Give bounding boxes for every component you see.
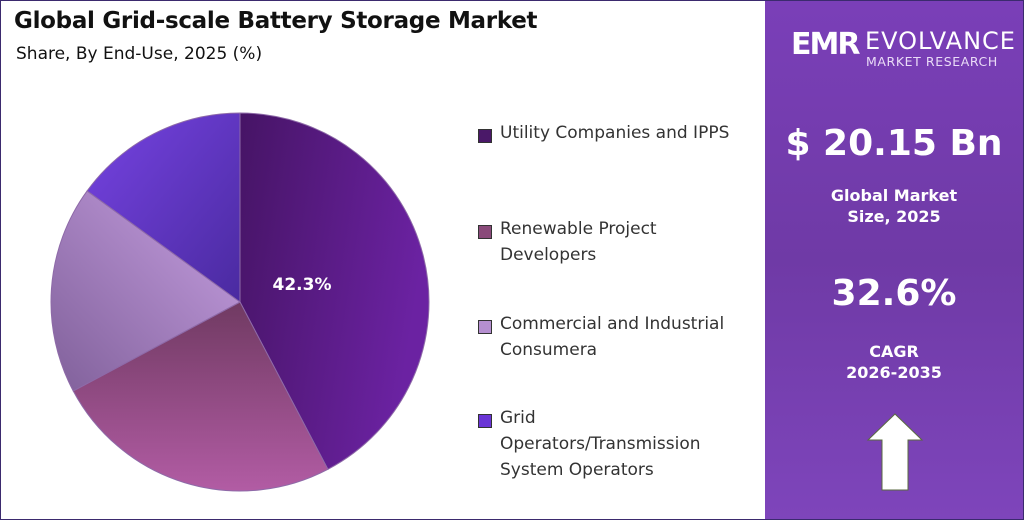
logo-name: EVOLVANCE [865, 27, 1016, 55]
pie-chart: 42.3% [50, 112, 430, 492]
pie-slice-0 [239, 112, 430, 470]
logo-subtitle: MARKET RESEARCH [866, 54, 998, 69]
legend-item: Grid Operators/Transmission System Opera… [478, 405, 715, 483]
market-label-line2: Size, 2025 [847, 207, 941, 226]
chart-subtitle: Share, By End-Use, 2025 (%) [16, 44, 263, 64]
legend-label: Commercial and Industrial Consumera [500, 314, 725, 360]
legend-swatch [478, 414, 492, 428]
logo-mark: EMR [791, 27, 860, 62]
legend-swatch [478, 225, 492, 239]
legend-swatch [478, 129, 492, 143]
legend-swatch [478, 320, 492, 334]
cagr-label-line1: CAGR [869, 342, 919, 361]
cagr-value: 32.6% [831, 273, 957, 314]
up-arrow-icon [866, 413, 924, 491]
pie-slice-2 [50, 190, 241, 392]
cagr-label-line2: 2026-2035 [846, 363, 942, 382]
chart-title: Global Grid-scale Battery Storage Market [14, 8, 538, 34]
market-value-label: Global Market Size, 2025 [765, 185, 1023, 227]
summary-panel: EMR EVOLVANCE MARKET RESEARCH $ 20.15 Bn… [765, 1, 1023, 519]
data-label: 42.3% [273, 275, 332, 295]
cagr-label: CAGR 2026-2035 [765, 341, 1023, 383]
legend-item: Utility Companies and IPPS [478, 120, 740, 146]
legend-item: Commercial and Industrial Consumera [478, 311, 762, 363]
legend-label: Grid Operators/Transmission System Opera… [500, 408, 701, 480]
legend-item: Renewable Project Developers [478, 216, 670, 268]
legend-label: Renewable Project Developers [500, 219, 657, 265]
market-label-line1: Global Market [830, 186, 958, 205]
pie-slice-1 [72, 301, 329, 492]
pie-slice-3 [86, 112, 241, 303]
logo: EMR EVOLVANCE MARKET RESEARCH [791, 27, 1015, 69]
market-value: $ 20.15 Bn [785, 123, 1003, 164]
legend-label: Utility Companies and IPPS [500, 123, 730, 143]
